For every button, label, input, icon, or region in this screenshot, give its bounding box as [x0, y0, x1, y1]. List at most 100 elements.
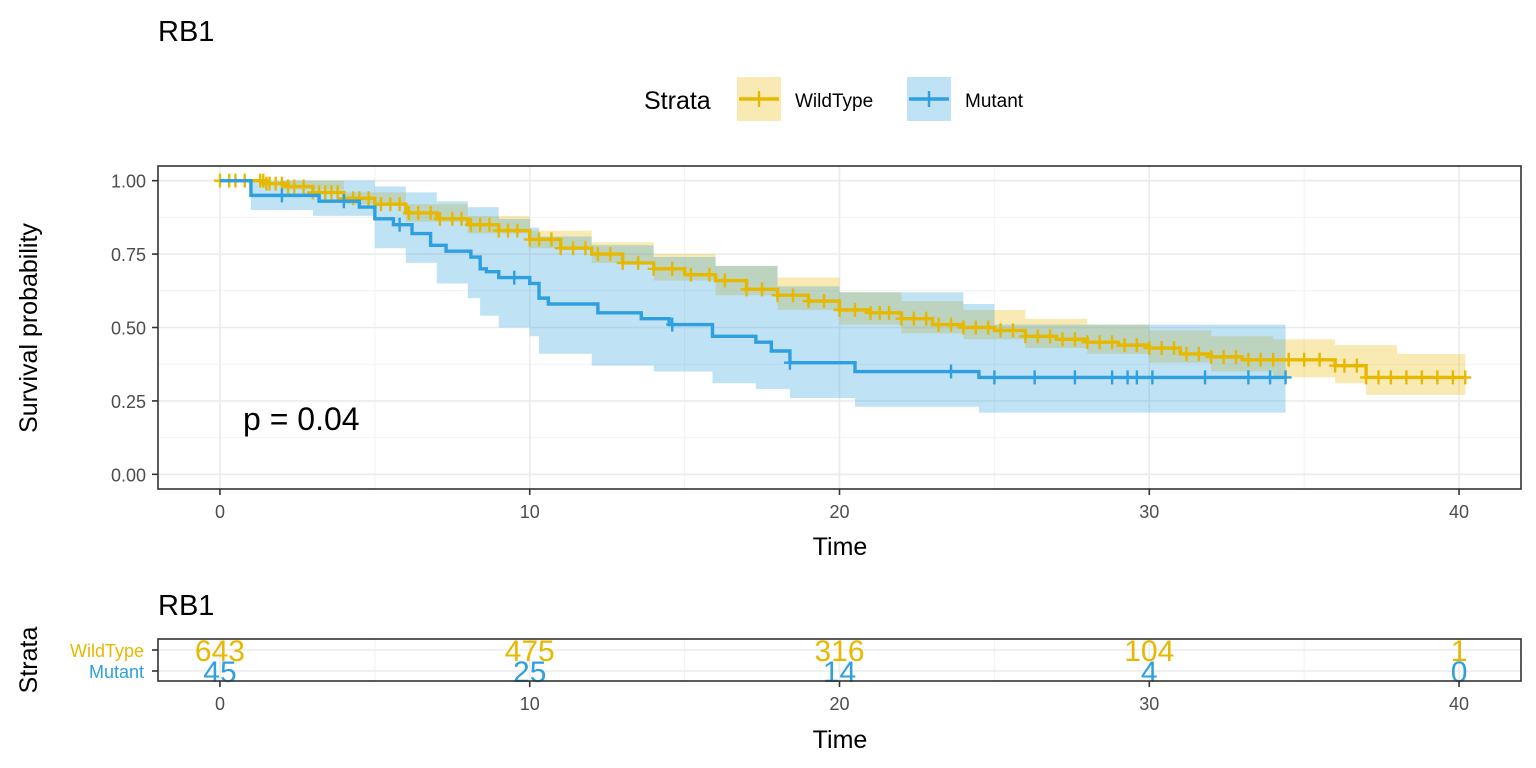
x-tick-label: 10: [520, 502, 540, 522]
censor-mark: [1068, 370, 1081, 385]
censor-mark: [920, 311, 933, 326]
legend-label-wildtype: WildType: [795, 91, 873, 112]
censor-mark: [666, 317, 679, 332]
legend-title: Strata: [644, 87, 711, 115]
censor-mark: [1068, 332, 1081, 347]
legend-label-mutant: Mutant: [965, 91, 1024, 112]
censor-mark: [783, 355, 796, 370]
censor-mark: [969, 320, 982, 335]
censor-mark: [331, 185, 344, 200]
censor-mark: [684, 267, 697, 282]
censor-mark: [740, 282, 753, 297]
censor-mark: [756, 282, 769, 297]
censor-mark: [362, 191, 375, 206]
y-tick-label: 0.00: [111, 465, 146, 485]
y-tick-label: 1.00: [111, 172, 146, 192]
censor-mark: [1130, 370, 1143, 385]
y-tick-label: 0.50: [111, 319, 146, 339]
censor-mark: [616, 255, 629, 270]
censor-mark: [393, 197, 406, 212]
censor-mark: [945, 364, 958, 379]
censor-mark: [957, 320, 970, 335]
y-axis-title: Survival probability: [15, 223, 43, 433]
censor-mark: [1372, 370, 1385, 385]
censor-mark: [1155, 341, 1168, 356]
y-tick-label: 0.75: [111, 245, 146, 265]
censor-mark: [554, 241, 567, 256]
risk-x-tick-label: 10: [520, 694, 540, 714]
censor-mark: [907, 311, 920, 326]
risk-count: 104: [1124, 635, 1174, 668]
censor-mark: [1028, 370, 1041, 385]
censor-mark: [393, 217, 406, 232]
risk-table-x-title: Time: [813, 726, 868, 754]
censor-mark: [1118, 338, 1131, 353]
censor-mark: [703, 267, 716, 282]
censor-mark: [1146, 370, 1159, 385]
censor-mark: [275, 188, 288, 203]
censor-mark: [1264, 370, 1277, 385]
censor-mark: [412, 205, 425, 220]
censor-mark: [1205, 349, 1218, 364]
censor-mark: [1431, 370, 1444, 385]
censor-mark: [483, 217, 496, 232]
censor-mark: [647, 261, 660, 276]
censor-mark: [424, 205, 437, 220]
censor-mark: [1106, 335, 1119, 350]
censor-mark: [1093, 335, 1106, 350]
censor-mark: [802, 294, 815, 309]
legend-item-mutant: Mutant: [907, 77, 1024, 121]
risk-table-y-title: Strata: [15, 627, 43, 694]
x-tick-label: 40: [1449, 502, 1469, 522]
censor-mark: [988, 370, 1001, 385]
risk-x-tick-label: 40: [1449, 694, 1469, 714]
censor-mark: [1279, 370, 1292, 385]
censor-mark: [895, 311, 908, 326]
censor-mark: [818, 294, 831, 309]
censor-mark: [337, 194, 350, 209]
censor-mark: [666, 261, 679, 276]
censor-mark: [433, 211, 446, 226]
censor-mark: [1242, 370, 1255, 385]
risk-x-tick-label: 30: [1139, 694, 1159, 714]
censor-mark: [883, 305, 896, 320]
censor-mark: [833, 302, 846, 317]
plot-title: RB1: [158, 16, 214, 48]
censor-mark: [1031, 329, 1044, 344]
censor-mark: [1130, 338, 1143, 353]
censor-mark: [1360, 370, 1373, 385]
legend: Strata WildType Mutant: [644, 77, 1024, 121]
censor-mark: [1313, 352, 1326, 367]
censor-mark: [1143, 341, 1156, 356]
censor-mark: [1168, 341, 1181, 356]
censor-mark: [533, 232, 546, 247]
censor-mark: [1044, 329, 1057, 344]
ci-ribbon-mutant: [219, 180, 1286, 413]
censor-mark: [771, 288, 784, 303]
censor-mark: [718, 273, 731, 288]
censor-mark: [1242, 352, 1255, 367]
censor-mark: [1230, 349, 1243, 364]
censor-mark: [994, 323, 1007, 338]
censor-mark: [508, 270, 521, 285]
legend-item-wildtype: WildType: [737, 77, 873, 121]
risk-strata-label-wildtype: WildType: [70, 641, 144, 661]
censor-mark: [275, 176, 288, 191]
censor-mark: [1400, 370, 1413, 385]
risk-table-title: RB1: [158, 590, 214, 622]
censor-mark: [1350, 358, 1363, 373]
p-value-annotation: p = 0.04: [243, 401, 360, 437]
censor-mark: [1415, 370, 1428, 385]
censor-mark: [1180, 346, 1193, 361]
censor-mark: [1019, 329, 1032, 344]
censor-mark: [1254, 352, 1267, 367]
censor-mark: [1267, 352, 1280, 367]
censor-mark: [1217, 349, 1230, 364]
x-axis-title: Time: [813, 533, 868, 561]
x-tick-label: 0: [215, 502, 225, 522]
survival-curve-mutant: [219, 178, 1286, 380]
censor-mark: [511, 223, 524, 238]
censor-mark: [455, 211, 468, 226]
